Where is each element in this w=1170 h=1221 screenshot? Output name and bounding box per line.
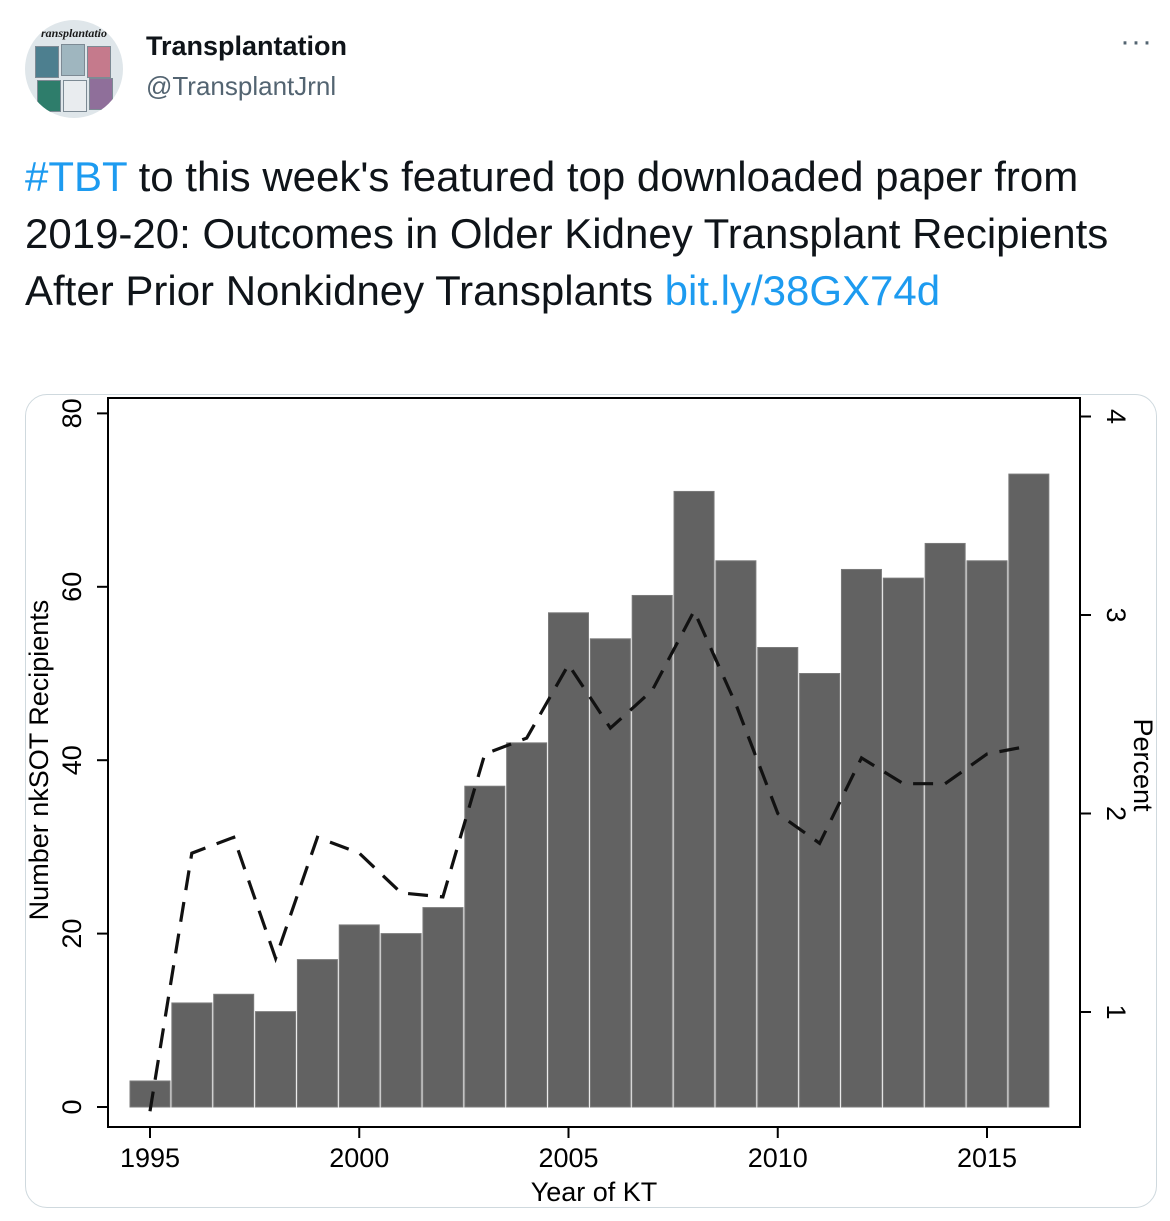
avatar[interactable]: ransplantatio: [25, 20, 123, 118]
x-tick-label: 2005: [538, 1143, 598, 1173]
bar-2005: [548, 612, 589, 1108]
hashtag-link[interactable]: #TBT: [25, 153, 127, 200]
bar-2013: [882, 577, 924, 1108]
y-tick-label: 0: [57, 1099, 87, 1114]
bar-2012: [840, 568, 882, 1108]
author-name[interactable]: Transplantation: [146, 31, 348, 61]
bar-2011: [799, 673, 841, 1108]
bar-2015: [966, 560, 1008, 1108]
y2-tick-label: 3: [1101, 607, 1131, 622]
bar-2002: [422, 907, 464, 1108]
x-tick-label: 1995: [120, 1143, 180, 1173]
bar-1998: [255, 1011, 297, 1108]
avatar-cover-image: [89, 78, 113, 110]
y-tick-label: 80: [57, 398, 87, 428]
avatar-cover-image: [63, 80, 87, 112]
bar-2003: [464, 785, 506, 1108]
percent-line: [148, 607, 1030, 1112]
y-tick-label: 60: [57, 572, 87, 602]
y-axis-label: Number nkSOT Recipients: [26, 600, 54, 921]
tweet-body-text: to this week's featured top downloaded p…: [25, 153, 1118, 314]
bar-2000: [338, 924, 380, 1108]
bar-2009: [715, 560, 757, 1108]
bar-2006: [589, 638, 631, 1108]
axis-ticks: 1995 2000 2005 2010 2015 0 20 40 60 80 1 2 3 4: [57, 398, 1131, 1173]
avatar-cover-image: [35, 46, 59, 78]
x-tick-label: 2000: [329, 1143, 389, 1173]
author-handle[interactable]: @TransplantJrnl: [146, 71, 337, 101]
bar-2016: [1008, 473, 1050, 1108]
y-tick-label: 40: [57, 745, 87, 775]
bar-2001: [380, 933, 422, 1108]
bar-1999: [296, 959, 338, 1108]
bar-series: [129, 473, 1050, 1108]
plot-frame: [107, 397, 1081, 1128]
short-url-link[interactable]: bit.ly/38GX74d: [664, 267, 941, 314]
avatar-cover-image: [37, 80, 61, 112]
avatar-cover-image: [61, 44, 85, 76]
bar-1997: [213, 993, 255, 1108]
y2-axis-label: Percent: [1128, 718, 1156, 812]
x-tick-label: 2010: [748, 1143, 808, 1173]
y2-tick-label: 1: [1101, 1004, 1131, 1019]
avatar-title-text: ransplantatio: [40, 26, 108, 40]
bar-line-chart: 1995 2000 2005 2010 2015 0 20 40 60 80 1 2 3 4 Year o…: [26, 397, 1156, 1207]
bar-2007: [631, 594, 673, 1108]
bar-2004: [506, 742, 548, 1108]
bar-1996: [171, 1002, 213, 1108]
bar-2008: [673, 490, 715, 1108]
x-tick-label: 2015: [957, 1143, 1017, 1173]
tweet-text: #TBT to this week's featured top downloa…: [25, 148, 1135, 319]
x-axis-label: Year of KT: [531, 1177, 658, 1207]
y-tick-label: 20: [57, 919, 87, 949]
y2-tick-label: 4: [1101, 409, 1131, 424]
avatar-cover-image: [87, 46, 111, 78]
bar-2010: [757, 646, 799, 1108]
y2-tick-label: 2: [1101, 806, 1131, 821]
bar-2014: [924, 542, 966, 1108]
more-options-icon[interactable]: ···: [1120, 25, 1153, 58]
tweet-media-image[interactable]: 1995 2000 2005 2010 2015 0 20 40 60 80 1 2 3 4 Year o…: [25, 394, 1157, 1208]
